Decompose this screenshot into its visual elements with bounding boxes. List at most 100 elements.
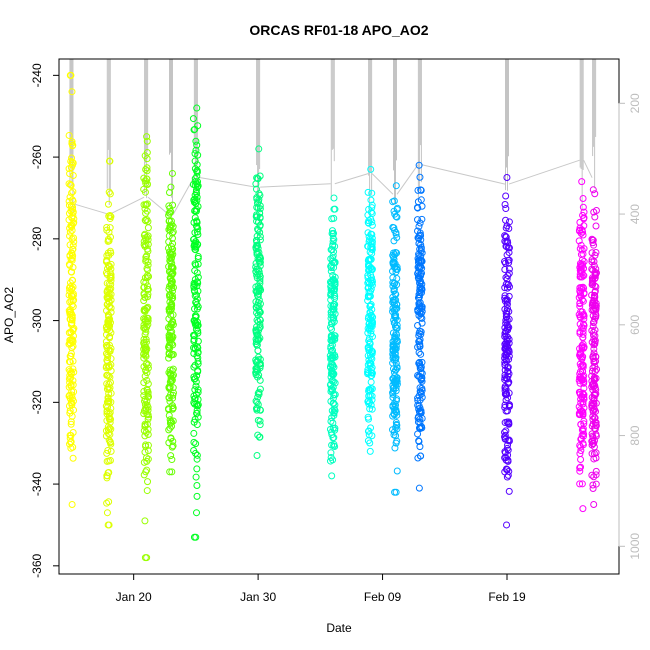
data-point — [414, 269, 422, 277]
data-point — [106, 157, 114, 165]
data-point — [69, 141, 77, 149]
data-point — [576, 464, 584, 472]
data-point — [68, 189, 76, 197]
data-point — [66, 228, 74, 236]
data-point — [168, 372, 176, 380]
data-point — [191, 243, 199, 251]
data-point — [389, 352, 397, 360]
y-tick-label: -300 — [30, 308, 44, 332]
data-point — [364, 292, 372, 300]
data-point — [67, 340, 75, 348]
data-point — [328, 370, 336, 378]
data-point — [592, 306, 600, 314]
data-point — [389, 375, 397, 383]
data-point — [589, 322, 597, 330]
data-point — [364, 219, 372, 227]
data-point — [144, 224, 152, 232]
data-point — [418, 215, 426, 223]
data-point — [576, 218, 584, 226]
data-point — [253, 194, 261, 202]
data-point — [368, 396, 376, 404]
data-point — [366, 315, 374, 323]
data-point — [580, 258, 588, 266]
data-point — [418, 424, 426, 432]
data-point — [143, 369, 151, 377]
data-point — [255, 145, 263, 153]
data-point — [194, 287, 202, 295]
data-point — [330, 205, 338, 213]
series-rf08 — [364, 165, 377, 455]
data-point — [66, 434, 74, 442]
data-point — [328, 229, 336, 237]
data-point — [194, 395, 202, 403]
data-point — [588, 401, 596, 409]
data-point — [329, 306, 337, 314]
altitude-connector — [583, 159, 593, 178]
data-point — [253, 451, 261, 459]
data-point — [393, 467, 401, 475]
data-point — [69, 377, 77, 385]
data-point — [592, 386, 600, 394]
data-point — [576, 273, 584, 281]
data-point — [107, 260, 115, 268]
data-point — [329, 419, 337, 427]
data-point — [194, 327, 202, 335]
data-point — [65, 383, 73, 391]
data-point — [165, 394, 173, 402]
data-point — [140, 241, 148, 249]
data-point — [68, 399, 76, 407]
data-point — [329, 302, 337, 310]
data-point — [390, 316, 398, 324]
data-point — [578, 376, 586, 384]
data-point — [576, 287, 584, 295]
data-point — [389, 390, 397, 398]
data-point — [414, 394, 422, 402]
x-tick-label: Jan 30 — [240, 590, 276, 604]
data-point — [505, 355, 513, 363]
data-point — [168, 264, 176, 272]
data-point — [193, 352, 201, 360]
data-point — [190, 533, 198, 541]
data-point — [591, 190, 599, 198]
data-point — [169, 404, 177, 412]
data-point — [69, 277, 77, 285]
data-point — [143, 466, 151, 474]
data-point — [416, 245, 424, 253]
data-point — [141, 152, 149, 160]
data-point — [69, 303, 77, 311]
data-point — [392, 182, 400, 190]
data-point — [588, 291, 596, 299]
data-point — [330, 259, 338, 267]
data-point — [580, 391, 588, 399]
data-point — [588, 236, 596, 244]
data-point — [590, 405, 598, 413]
data-point — [104, 235, 112, 243]
x-tick-label: Feb 09 — [364, 590, 402, 604]
data-point — [580, 384, 588, 392]
data-point — [141, 423, 149, 431]
data-point — [103, 288, 111, 296]
data-point — [194, 337, 202, 345]
data-point — [368, 201, 376, 209]
data-point — [144, 314, 152, 322]
data-point — [330, 287, 338, 295]
data-point — [367, 301, 375, 309]
data-point — [193, 223, 201, 231]
data-point — [580, 417, 588, 425]
data-point — [105, 212, 113, 220]
data-point — [256, 421, 264, 429]
data-point — [169, 201, 177, 209]
data-point — [579, 297, 587, 305]
data-point — [328, 431, 336, 439]
data-points — [65, 71, 601, 562]
data-point — [193, 409, 201, 417]
data-point — [65, 180, 73, 188]
data-point — [578, 246, 586, 254]
data-point — [503, 222, 511, 230]
data-point — [589, 186, 597, 194]
data-point — [367, 378, 375, 386]
data-point — [107, 425, 115, 433]
data-point — [103, 499, 111, 507]
data-point — [591, 292, 599, 300]
data-point — [69, 188, 77, 196]
